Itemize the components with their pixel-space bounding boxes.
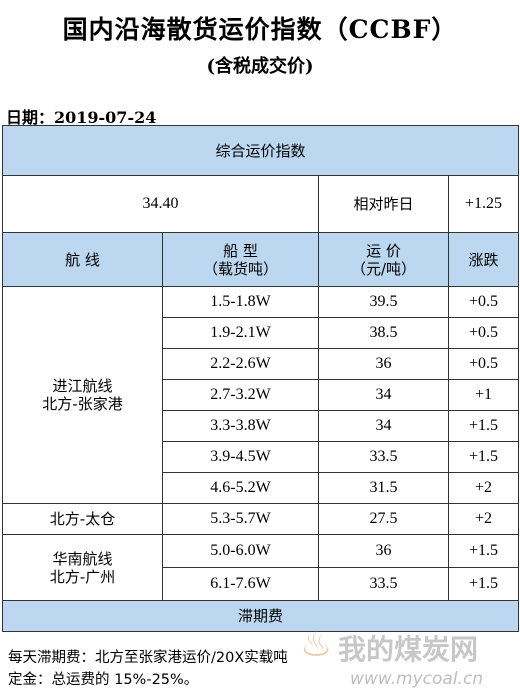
ship-type-label: 船 型 [223, 241, 258, 260]
route-cell: 北方-太仓 [2, 503, 163, 535]
composite-index-change: +1.25 [447, 175, 520, 233]
column-header-change: 涨跌 [447, 232, 520, 287]
change-cell: +2 [447, 503, 520, 535]
change-cell: +1.5 [447, 441, 520, 473]
watermark: ♨ 我的煤炭网 www.mycoal.cn [300, 622, 515, 694]
change-cell: +1.5 [447, 567, 520, 601]
route-cell: 华南航线 北方-广州 [2, 534, 163, 601]
price-cell: 34 [318, 379, 449, 411]
change-cell: +0.5 [447, 317, 520, 349]
price-cell: 27.5 [318, 503, 449, 535]
page-subtitle: (含税成交价) [206, 56, 314, 77]
change-cell: +1.5 [447, 534, 520, 568]
route-path: 北方-广州 [49, 567, 116, 586]
demurrage-notes: 每天滞期费：北方至张家港运价/20X实载吨 定金：总运费的 15%-25%。 [8, 647, 508, 691]
price-cell: 33.5 [318, 567, 449, 601]
route-name: 北方-太仓 [49, 510, 116, 528]
ship-type-cell: 3.9-4.5W [162, 441, 319, 473]
column-header-ship-type: 船 型 （载货吨） [162, 232, 319, 287]
ship-type-cell: 2.7-3.2W [162, 379, 319, 411]
demurrage-heading: 滞期费 [1, 600, 520, 632]
freight-label: 运 价 [366, 241, 401, 260]
route-name: 进江航线 [52, 377, 113, 395]
ship-type-cell: 1.5-1.8W [162, 286, 319, 318]
freight-index-table: 综合运价指数 34.40 相对昨日 +1.25 航 线 船 型 （载货吨） 运 … [1, 125, 520, 632]
price-cell: 31.5 [318, 472, 449, 504]
freight-unit: （元/吨） [350, 259, 417, 278]
compare-yesterday-label: 相对昨日 [318, 175, 449, 233]
ship-type-cell: 5.3-5.7W [162, 503, 319, 535]
composite-index-heading: 综合运价指数 [1, 125, 520, 176]
ship-type-cell: 5.0-6.0W [162, 534, 319, 568]
ship-type-cell: 4.6-5.2W [162, 472, 319, 504]
price-cell: 38.5 [318, 317, 449, 349]
composite-index-value: 34.40 [2, 175, 319, 233]
ship-type-cell: 2.2-2.6W [162, 348, 319, 380]
watermark-text: 我的煤炭网 [338, 633, 479, 666]
price-cell: 39.5 [318, 286, 449, 318]
column-header-route: 航 线 [2, 232, 163, 287]
route-cell: 进江航线 北方-张家港 [2, 286, 163, 504]
report-date: 日期：2019-07-24 [6, 108, 157, 127]
ship-type-cell: 6.1-7.6W [162, 567, 319, 601]
column-header-freight: 运 价 （元/吨） [318, 232, 449, 287]
demurrage-line-2: 定金：总运费的 15%-25%。 [8, 672, 199, 688]
demurrage-line-1: 每天滞期费：北方至张家港运价/20X实载吨 [8, 650, 288, 666]
change-cell: +0.5 [447, 286, 520, 318]
change-cell: +1.5 [447, 410, 520, 442]
page-title: 国内沿海散货运价指数（CCBF） [62, 15, 458, 44]
route-name: 华南航线 [52, 549, 113, 568]
price-cell: 36 [318, 534, 449, 568]
flame-logo-icon: ♨ [300, 624, 333, 665]
watermark-url: www.mycoal.cn [350, 669, 484, 689]
ship-type-unit: （载货吨） [202, 259, 278, 278]
change-cell: +0.5 [447, 348, 520, 380]
change-cell: +2 [447, 472, 520, 504]
price-cell: 34 [318, 410, 449, 442]
price-cell: 36 [318, 348, 449, 380]
route-path: 北方-张家港 [42, 395, 123, 413]
ship-type-cell: 3.3-3.8W [162, 410, 319, 442]
price-cell: 33.5 [318, 441, 449, 473]
change-cell: +1 [447, 379, 520, 411]
ship-type-cell: 1.9-2.1W [162, 317, 319, 349]
